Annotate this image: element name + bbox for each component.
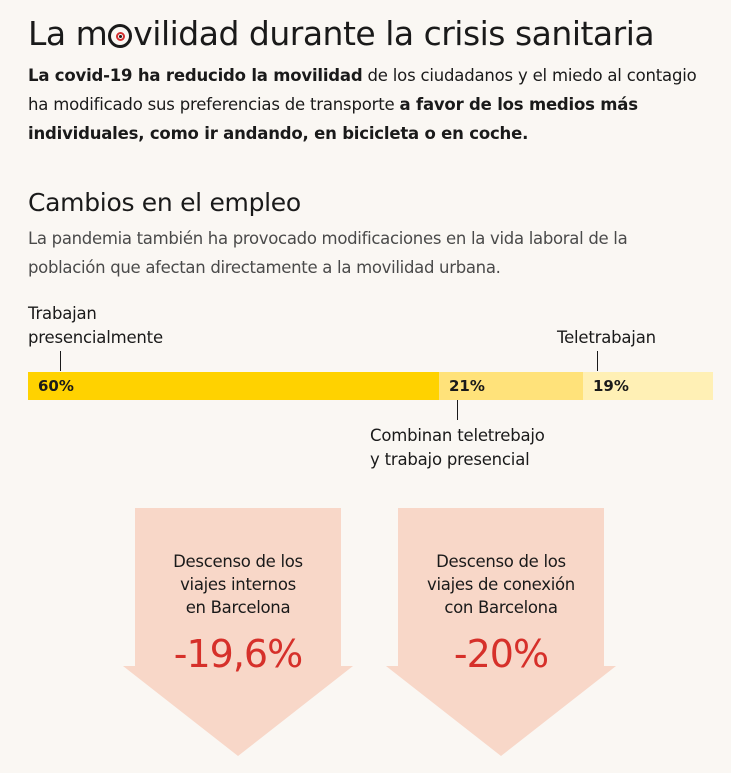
leader-line-teletrabajo xyxy=(597,351,598,371)
leader-line-presencial xyxy=(60,351,61,371)
bar-segment-teletrabajo: 19% xyxy=(583,372,713,400)
bar-value-label: 60% xyxy=(38,377,74,395)
callout-line: con Barcelona xyxy=(444,598,558,617)
callout-arrow-internos: Descenso de los viajes internos en Barce… xyxy=(123,508,353,756)
callout-line: en Barcelona xyxy=(185,598,291,617)
callout-line: Descenso de los xyxy=(173,552,303,571)
category-label-teletrabajo: Teletrabajan xyxy=(557,326,656,350)
category-label-line: Teletrabajan xyxy=(557,328,656,347)
bar-value-label: 21% xyxy=(449,377,485,395)
callout-text: Descenso de los viajes de conexión con B… xyxy=(386,550,616,619)
title-end: vilidad durante la crisis sanitaria xyxy=(133,14,655,53)
section-title: Cambios en el empleo xyxy=(28,188,301,217)
bar-segment-mixto: 21% xyxy=(439,372,583,400)
title-start: La m xyxy=(28,14,108,53)
bar-segment-presencial: 60% xyxy=(28,372,439,400)
leader-line-mixto xyxy=(457,400,458,420)
callout-value: -20% xyxy=(453,632,549,676)
callout-line: viajes internos xyxy=(180,575,296,594)
category-label-line: presencialmente xyxy=(28,328,163,347)
page-title: La m vilidad durante la crisis sanitaria xyxy=(28,14,655,53)
intro-paragraph: La covid-19 ha reducido la movilidad de … xyxy=(28,61,718,148)
intro-part-1: La covid-19 ha reducido la movilidad xyxy=(28,66,363,85)
callout-text: Descenso de los viajes internos en Barce… xyxy=(123,550,353,619)
callout-value: -19,6% xyxy=(173,632,303,676)
intro-part-3: a favor de los medios más individuales, … xyxy=(28,95,638,143)
category-label-line: Trabajan xyxy=(28,304,97,323)
callout-line: viajes de conexión xyxy=(427,575,575,594)
category-label-line: y trabajo presencial xyxy=(370,450,530,469)
category-label-presencial: Trabajan presencialmente xyxy=(28,302,163,350)
section-subtitle: La pandemia también ha provocado modific… xyxy=(28,229,628,277)
bar-value-label: 19% xyxy=(593,377,629,395)
stacked-bar-chart: 60% 21% 19% xyxy=(28,372,713,400)
callout-line: Descenso de los xyxy=(436,552,566,571)
callout-arrow-conexion: Descenso de los viajes de conexión con B… xyxy=(386,508,616,756)
intro-part-2: de los ciudadanos y el miedo al contagio… xyxy=(28,66,697,114)
category-label-mixto: Combinan teletrebajo y trabajo presencia… xyxy=(370,424,545,472)
wheel-icon xyxy=(108,24,133,48)
category-label-line: Combinan teletrebajo xyxy=(370,426,545,445)
